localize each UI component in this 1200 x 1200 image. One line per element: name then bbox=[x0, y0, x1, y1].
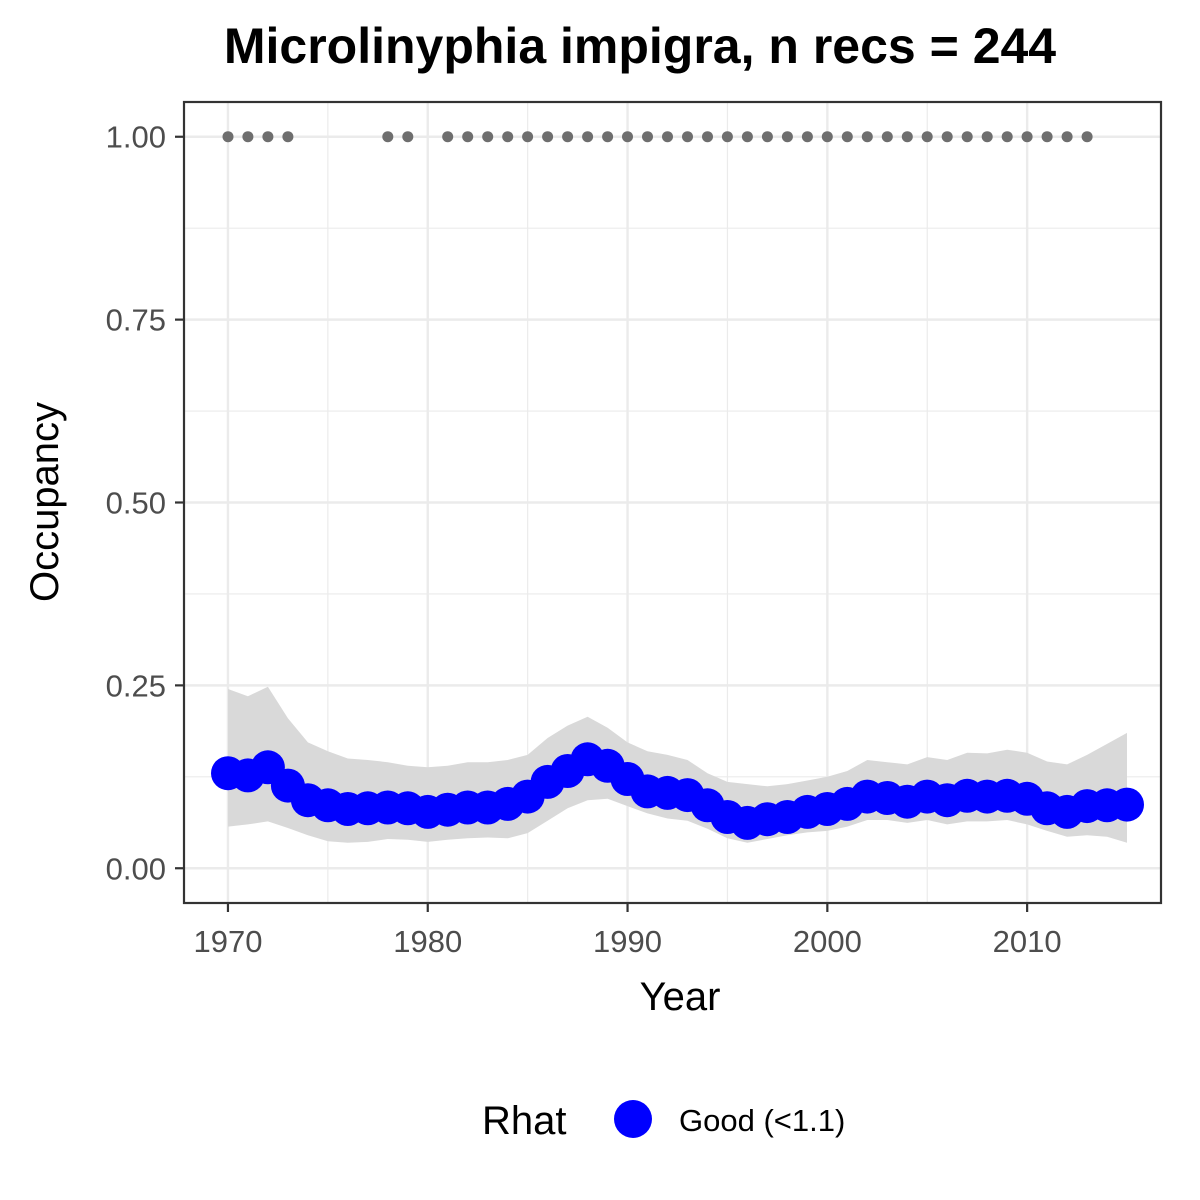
record-point bbox=[1021, 131, 1033, 143]
legend-key-good bbox=[614, 1100, 652, 1138]
record-point bbox=[1041, 131, 1053, 143]
record-point bbox=[282, 131, 294, 143]
record-point bbox=[462, 131, 474, 143]
record-point bbox=[1081, 131, 1093, 143]
record-point bbox=[781, 131, 793, 143]
estimate-points-layer bbox=[211, 742, 1144, 840]
record-point bbox=[841, 131, 853, 143]
x-tick-label: 2010 bbox=[993, 924, 1062, 959]
record-point bbox=[721, 131, 733, 143]
record-point bbox=[382, 131, 394, 143]
legend: Rhat Good (<1.1) bbox=[482, 1099, 845, 1143]
record-point bbox=[522, 131, 534, 143]
record-point bbox=[602, 131, 614, 143]
x-axis: 1970 1980 1990 2000 2010 bbox=[193, 903, 1062, 959]
record-point bbox=[642, 131, 653, 143]
record-point bbox=[622, 131, 633, 143]
record-point bbox=[881, 131, 893, 143]
x-tick-label: 1990 bbox=[593, 924, 662, 959]
record-point bbox=[482, 131, 494, 143]
record-point bbox=[921, 131, 933, 143]
record-point bbox=[542, 131, 554, 143]
record-point bbox=[242, 131, 254, 143]
record-point bbox=[682, 131, 693, 143]
x-tick-label: 1980 bbox=[393, 924, 462, 959]
legend-title: Rhat bbox=[482, 1099, 567, 1143]
x-tick-label: 2000 bbox=[793, 924, 862, 959]
y-tick-label: 0.00 bbox=[106, 851, 166, 886]
y-tick-label: 1.00 bbox=[106, 120, 166, 155]
record-point bbox=[1001, 131, 1013, 143]
record-point bbox=[861, 131, 873, 143]
record-point bbox=[502, 131, 514, 143]
record-point bbox=[761, 131, 773, 143]
record-point bbox=[961, 131, 973, 143]
record-point bbox=[941, 131, 953, 143]
record-point bbox=[222, 131, 234, 143]
record-point bbox=[801, 131, 813, 143]
record-point bbox=[1061, 131, 1073, 143]
record-point bbox=[262, 131, 274, 143]
record-point bbox=[662, 131, 673, 143]
y-axis: 0.00 0.25 0.50 0.75 1.00 bbox=[106, 120, 184, 886]
x-axis-title: Year bbox=[640, 975, 721, 1019]
y-tick-label: 0.25 bbox=[106, 668, 166, 703]
record-point bbox=[981, 131, 993, 143]
record-point bbox=[402, 131, 414, 143]
record-point bbox=[442, 131, 454, 143]
y-tick-label: 0.50 bbox=[106, 486, 166, 521]
x-tick-label: 1970 bbox=[193, 924, 262, 959]
record-point bbox=[562, 131, 574, 143]
record-point bbox=[741, 131, 753, 143]
record-points-layer bbox=[222, 131, 1093, 143]
record-point bbox=[901, 131, 913, 143]
y-axis-title: Occupancy bbox=[23, 402, 67, 602]
legend-label-good: Good (<1.1) bbox=[679, 1103, 845, 1138]
record-point bbox=[821, 131, 833, 143]
chart-title: Microlinyphia impigra, n recs = 244 bbox=[224, 18, 1056, 74]
estimate-point bbox=[1110, 787, 1144, 822]
record-point bbox=[582, 131, 594, 143]
y-tick-label: 0.75 bbox=[106, 303, 166, 338]
record-point bbox=[702, 131, 713, 143]
